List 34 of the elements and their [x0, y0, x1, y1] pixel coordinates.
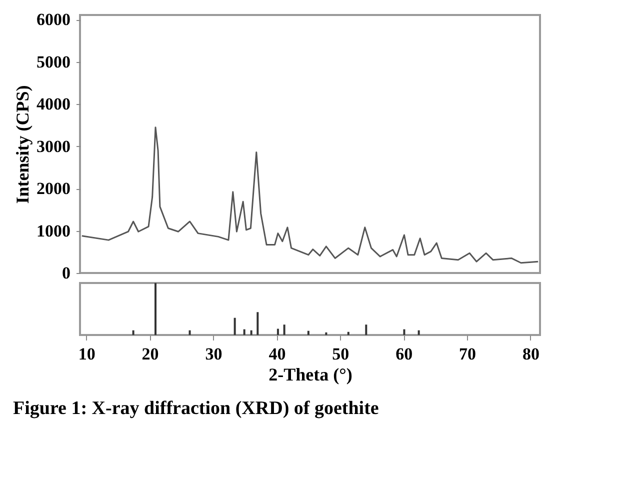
line-series [81, 126, 539, 264]
bar [307, 330, 310, 335]
y-tick-label: 1000 [36, 221, 70, 240]
y-tick-label: 2000 [36, 179, 70, 198]
y-axis-title: Intensity (CPS) [12, 85, 32, 204]
bar [154, 283, 157, 335]
x-tick-label: 70 [459, 344, 476, 364]
bar [325, 332, 328, 335]
bar [276, 328, 279, 335]
bar [256, 312, 259, 335]
bar [403, 329, 406, 335]
bar [188, 330, 191, 335]
y-tick-label: 4000 [36, 94, 70, 114]
x-tick-label: 10 [78, 344, 96, 364]
y-tick-label: 0 [62, 264, 70, 282]
bar [132, 330, 134, 335]
bar [347, 332, 350, 335]
bar [234, 318, 236, 335]
bar [283, 324, 286, 335]
y-tick-label: 5000 [36, 52, 70, 72]
x-tick-label: 60 [396, 344, 413, 364]
x-tick-label: 30 [205, 344, 222, 364]
bar [365, 324, 368, 335]
y-tick-label: 6000 [36, 10, 70, 30]
x-tick-label: 50 [332, 344, 350, 364]
bar [243, 329, 246, 335]
caption: Figure 1: X-ray diffraction (XRD) of goethite [13, 398, 379, 419]
x-tick-label: 20 [142, 344, 159, 364]
x-axis-title: 2-Theta (°) [268, 364, 352, 384]
x-tick-label: 80 [522, 344, 540, 364]
bar [418, 330, 420, 335]
y-tick-label: 3000 [36, 136, 70, 156]
bar [250, 330, 252, 335]
x-tick-label: 40 [268, 344, 286, 364]
